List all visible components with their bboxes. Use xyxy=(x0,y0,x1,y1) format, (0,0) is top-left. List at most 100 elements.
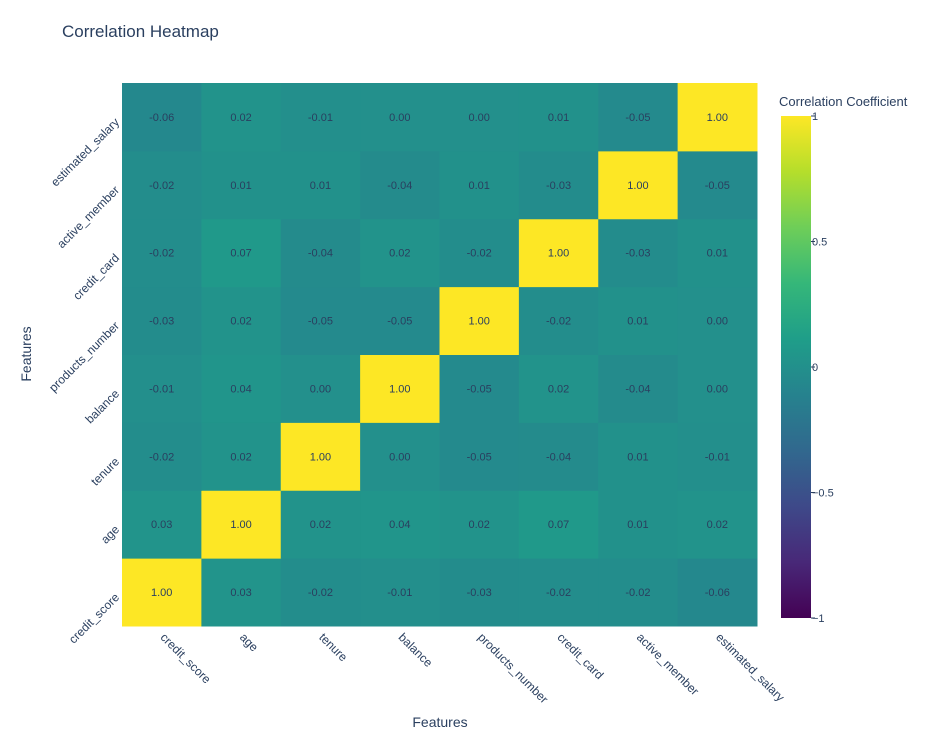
colorbar-tick-label: −0.5 xyxy=(812,488,834,500)
cell-value-label: 1.00 xyxy=(310,451,331,463)
heatmap-cell xyxy=(201,218,282,288)
heatmap-cell xyxy=(518,150,599,220)
heatmap-cell xyxy=(598,490,679,559)
x-tick-label: age xyxy=(237,630,261,654)
x-tick-label: estimated_salary xyxy=(713,630,787,704)
y-tick-label: age xyxy=(98,522,122,546)
colorbar-title: Correlation Coefficient xyxy=(779,94,908,109)
y-tick-label: active_member xyxy=(54,183,122,251)
heatmap-cell xyxy=(280,218,361,288)
heatmap-cell xyxy=(360,150,440,220)
cell-value-label: 0.00 xyxy=(468,112,489,124)
cell-value-label: 0.01 xyxy=(627,451,648,463)
cell-value-label: 0.00 xyxy=(707,383,728,395)
cell-value-label: 1.00 xyxy=(468,316,489,328)
heatmap-cell xyxy=(677,286,758,355)
cell-value-label: -0.04 xyxy=(625,383,650,395)
cell-value-label: -0.03 xyxy=(149,316,174,328)
heatmap-cell xyxy=(122,150,202,220)
heatmap-cell xyxy=(360,354,440,423)
heatmap-cell xyxy=(360,490,440,559)
x-tick-label: balance xyxy=(396,630,436,670)
cell-value-label: 0.02 xyxy=(707,519,728,531)
cell-value-label: -0.05 xyxy=(625,112,650,124)
cell-value-label: 0.01 xyxy=(468,180,489,192)
colorbar: Correlation Coefficient 1 0.5 0 −0.5 −1 xyxy=(779,94,908,625)
cell-value-label: -0.02 xyxy=(149,180,174,192)
cell-value-label: 1.00 xyxy=(230,519,251,531)
heatmap-cell xyxy=(518,558,599,627)
x-tick-label: credit_score xyxy=(158,630,214,686)
heatmap-cell xyxy=(360,83,440,152)
heatmap-cell xyxy=(598,150,679,220)
heatmap-cell xyxy=(598,83,679,152)
heatmap-cell xyxy=(518,490,599,559)
heatmap-cell xyxy=(280,286,361,355)
cell-value-label: 0.02 xyxy=(230,316,251,328)
cell-value-label: 0.00 xyxy=(389,451,410,463)
cell-value-label: 0.07 xyxy=(548,519,569,531)
x-tick-label: active_member xyxy=(634,630,702,698)
heatmap-cell xyxy=(280,422,361,491)
cell-value-label: -0.02 xyxy=(546,587,571,599)
cell-value-label: -0.05 xyxy=(467,383,492,395)
heatmap-cell xyxy=(122,422,202,491)
heatmap-cell xyxy=(439,218,520,288)
heatmap-cell xyxy=(677,558,758,627)
cell-value-label: 0.02 xyxy=(548,383,569,395)
heatmap-cell xyxy=(439,490,520,559)
heatmap-cell xyxy=(598,218,679,288)
cell-value-label: 0.00 xyxy=(310,383,331,395)
colorbar-tick-label: 0.5 xyxy=(812,237,827,249)
heatmap-cell xyxy=(677,83,758,152)
x-tick-label: products_number xyxy=(475,630,551,706)
heatmap-cell xyxy=(677,354,758,423)
x-axis-title: Features xyxy=(412,714,467,730)
cell-value-label: 0.02 xyxy=(230,451,251,463)
heatmap-cell xyxy=(122,354,202,423)
cell-value-label: 0.01 xyxy=(627,316,648,328)
cell-value-label: -0.06 xyxy=(149,112,174,124)
cell-value-label: -0.02 xyxy=(149,248,174,260)
heatmap-cell xyxy=(598,422,679,491)
heatmap-cell xyxy=(439,83,520,152)
cell-value-label: 0.02 xyxy=(389,248,410,260)
cell-value-label: -0.05 xyxy=(308,316,333,328)
heatmap-cell xyxy=(439,558,520,627)
heatmap-cell xyxy=(122,286,202,355)
cell-value-label: -0.02 xyxy=(467,248,492,260)
y-tick-label: credit_score xyxy=(66,590,122,646)
heatmap-cell xyxy=(518,218,599,288)
heatmap-cell xyxy=(518,83,599,152)
heatmap-cell xyxy=(122,218,202,288)
heatmap-cell xyxy=(360,286,440,355)
cell-value-label: 0.04 xyxy=(389,519,410,531)
y-tick-label: estimated_salary xyxy=(48,115,122,189)
x-tick-label: credit_card xyxy=(554,630,606,682)
cell-value-label: 1.00 xyxy=(548,248,569,260)
cell-value-label: -0.03 xyxy=(546,180,571,192)
heatmap-cell xyxy=(677,218,758,288)
heatmap-cell xyxy=(518,422,599,491)
heatmap-cell xyxy=(677,490,758,559)
cell-value-label: 0.04 xyxy=(230,383,251,395)
heatmap-cell xyxy=(122,558,202,627)
cell-value-label: -0.01 xyxy=(705,451,730,463)
heatmap-cell xyxy=(598,286,679,355)
heatmap-cell xyxy=(360,218,440,288)
cell-value-label: -0.02 xyxy=(149,451,174,463)
cell-value-label: 1.00 xyxy=(707,112,728,124)
heatmap-cell xyxy=(201,422,282,491)
cell-value-label: -0.06 xyxy=(705,587,730,599)
cell-value-label: -0.04 xyxy=(387,180,412,192)
cell-value-label: 0.01 xyxy=(310,180,331,192)
heatmap-cell xyxy=(201,558,282,627)
heatmap-cell xyxy=(439,422,520,491)
heatmap-cell xyxy=(122,83,202,152)
cell-value-label: -0.03 xyxy=(467,587,492,599)
heatmap-cell xyxy=(201,286,282,355)
cell-value-label: 1.00 xyxy=(627,180,648,192)
cell-value-label: 1.00 xyxy=(151,587,172,599)
y-tick-label: credit_card xyxy=(70,251,122,303)
